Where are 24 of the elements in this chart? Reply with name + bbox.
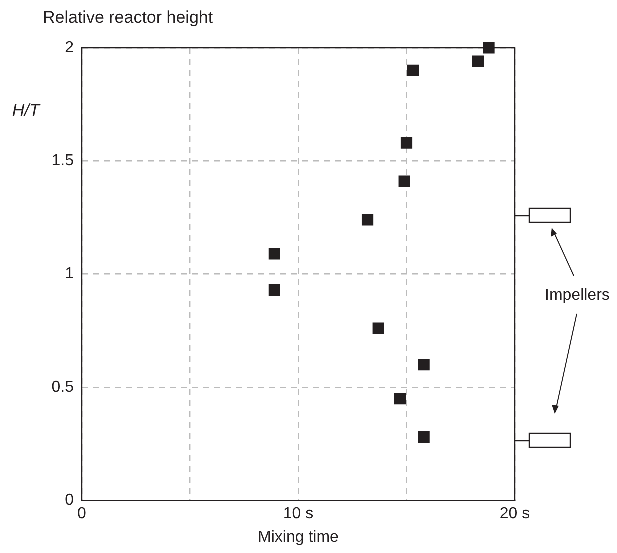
point (472, 56, 484, 68)
point (400, 137, 413, 149)
x-axis-title: Mixing time (258, 528, 340, 546)
point (394, 392, 406, 405)
point (268, 284, 280, 296)
point (398, 176, 410, 188)
text: Impellers (545, 287, 610, 305)
y-tick-label: 2 (65, 39, 74, 56)
point (418, 359, 430, 371)
chart-title: Relative reactor height (43, 8, 214, 27)
point (407, 64, 420, 76)
y-tick-label: 0 (65, 492, 74, 510)
point (372, 322, 384, 334)
x-tick-label: 0 (78, 506, 87, 523)
y-tick-label: 1.5 (52, 152, 74, 170)
y-axis-title: H/T (12, 101, 42, 120)
y-tick-label: 1 (65, 266, 74, 283)
x-tick-label: 20 s (500, 506, 530, 523)
point (483, 42, 495, 54)
point (268, 248, 280, 260)
y-tick-label: 0.5 (52, 378, 74, 396)
point (362, 214, 374, 226)
point (418, 431, 430, 444)
x-tick-label: 10 s (283, 506, 314, 523)
